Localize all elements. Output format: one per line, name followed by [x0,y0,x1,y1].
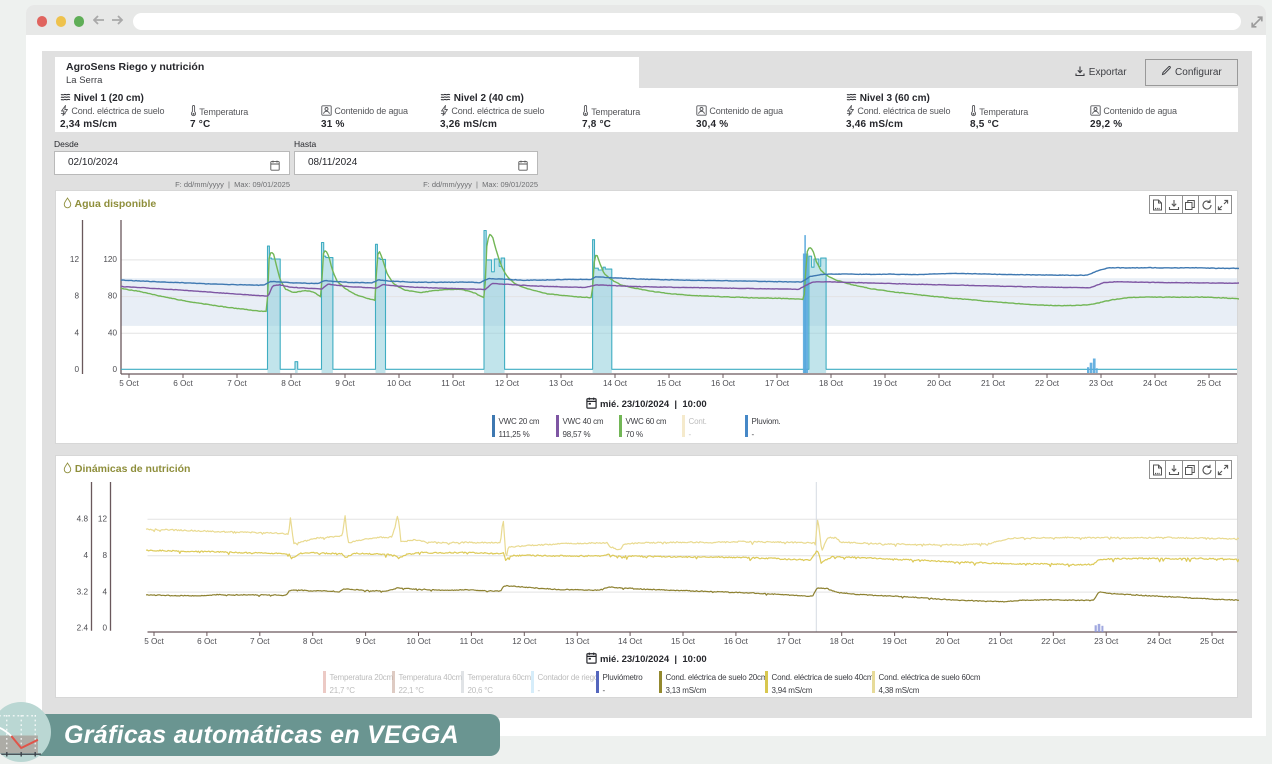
svg-text:80: 80 [108,292,118,301]
svg-text:16 Oct: 16 Oct [724,637,749,646]
svg-text:20 Oct: 20 Oct [927,379,952,388]
svg-text:6 Oct: 6 Oct [173,379,193,388]
svg-text:5 Oct: 5 Oct [119,379,139,388]
svg-text:3.2: 3.2 [77,587,89,596]
svg-text:14 Oct: 14 Oct [618,637,643,646]
svg-text:15 Oct: 15 Oct [671,637,696,646]
svg-text:25 Oct: 25 Oct [1197,379,1222,388]
svg-text:12: 12 [98,514,108,523]
svg-text:16 Oct: 16 Oct [711,379,736,388]
svg-text:24 Oct: 24 Oct [1143,379,1168,388]
svg-text:20 Oct: 20 Oct [935,637,960,646]
svg-text:8: 8 [74,292,79,301]
svg-text:18 Oct: 18 Oct [830,637,855,646]
svg-text:22 Oct: 22 Oct [1035,379,1060,388]
svg-text:24 Oct: 24 Oct [1147,637,1172,646]
svg-text:8 Oct: 8 Oct [303,637,323,646]
svg-text:0: 0 [112,365,117,374]
svg-text:17 Oct: 17 Oct [765,379,790,388]
svg-text:0: 0 [74,365,79,374]
svg-text:10 Oct: 10 Oct [387,379,412,388]
svg-text:0: 0 [102,624,107,633]
svg-text:10 Oct: 10 Oct [406,637,431,646]
svg-text:21 Oct: 21 Oct [981,379,1006,388]
svg-text:12 Oct: 12 Oct [512,637,537,646]
svg-text:19 Oct: 19 Oct [883,637,908,646]
svg-text:9 Oct: 9 Oct [356,637,376,646]
svg-text:4: 4 [102,587,107,596]
svg-text:7 Oct: 7 Oct [250,637,270,646]
svg-text:11 Oct: 11 Oct [441,379,465,388]
svg-text:4.8: 4.8 [77,514,89,523]
svg-text:13 Oct: 13 Oct [549,379,574,388]
svg-text:5 Oct: 5 Oct [144,637,164,646]
svg-text:12 Oct: 12 Oct [495,379,520,388]
svg-text:2.4: 2.4 [77,624,89,633]
svg-text:4: 4 [83,551,88,560]
svg-text:13 Oct: 13 Oct [565,637,590,646]
svg-text:8 Oct: 8 Oct [281,379,301,388]
svg-text:19 Oct: 19 Oct [873,379,898,388]
svg-text:12: 12 [70,255,80,264]
svg-text:8: 8 [102,551,107,560]
svg-text:25 Oct: 25 Oct [1200,637,1225,646]
svg-text:23 Oct: 23 Oct [1094,637,1119,646]
svg-text:15 Oct: 15 Oct [657,379,682,388]
svg-text:21 Oct: 21 Oct [988,637,1013,646]
svg-text:6 Oct: 6 Oct [197,637,217,646]
svg-text:14 Oct: 14 Oct [603,379,628,388]
svg-text:17 Oct: 17 Oct [777,637,802,646]
svg-text:40: 40 [108,328,118,337]
svg-text:22 Oct: 22 Oct [1041,637,1066,646]
svg-text:11 Oct: 11 Oct [460,637,484,646]
svg-text:23 Oct: 23 Oct [1089,379,1114,388]
svg-text:120: 120 [103,255,117,264]
svg-text:9 Oct: 9 Oct [335,379,355,388]
svg-text:18 Oct: 18 Oct [819,379,844,388]
svg-text:4: 4 [74,328,79,337]
svg-text:7 Oct: 7 Oct [227,379,247,388]
